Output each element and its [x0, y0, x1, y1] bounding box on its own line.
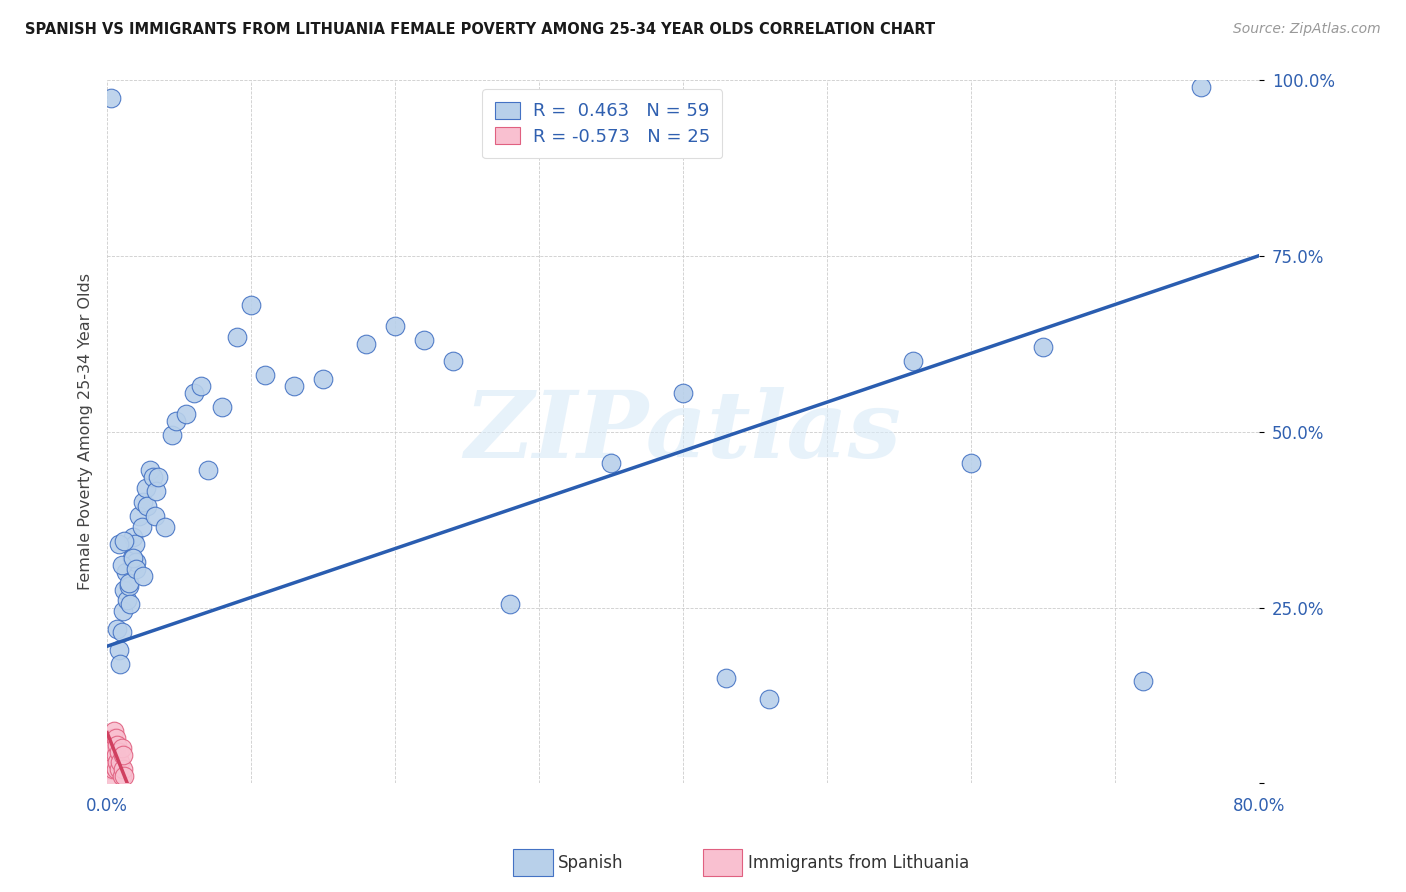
- Point: [153, 519, 176, 533]
- Point: [121, 551, 143, 566]
- Point: [111, 762, 134, 776]
- Point: [901, 354, 924, 368]
- Point: [240, 298, 263, 312]
- Point: [190, 379, 212, 393]
- Legend: R =  0.463   N = 59, R = -0.573   N = 25: R = 0.463 N = 59, R = -0.573 N = 25: [482, 89, 723, 158]
- Point: [124, 537, 146, 551]
- Point: [142, 470, 165, 484]
- Point: [118, 575, 141, 590]
- Point: [104, 731, 127, 745]
- Point: [139, 463, 162, 477]
- Point: [107, 642, 129, 657]
- Point: [254, 368, 277, 383]
- Point: [103, 741, 125, 756]
- Point: [101, 731, 124, 745]
- Text: ZIPatlas: ZIPatlas: [464, 386, 901, 476]
- Point: [104, 762, 127, 776]
- Point: [714, 671, 737, 685]
- Point: [97, 762, 120, 776]
- Point: [108, 756, 131, 770]
- Point: [183, 386, 205, 401]
- Point: [211, 400, 233, 414]
- Point: [112, 769, 135, 783]
- Point: [100, 756, 122, 770]
- Point: [110, 625, 132, 640]
- Point: [136, 499, 159, 513]
- Point: [111, 604, 134, 618]
- Point: [105, 622, 128, 636]
- Point: [107, 762, 129, 776]
- Point: [599, 456, 621, 470]
- Point: [125, 555, 148, 569]
- Point: [110, 769, 132, 783]
- Point: [108, 657, 131, 671]
- Point: [110, 558, 132, 573]
- Point: [117, 593, 139, 607]
- Point: [101, 762, 124, 776]
- Point: [111, 748, 134, 763]
- Point: [384, 319, 406, 334]
- Point: [128, 509, 150, 524]
- Point: [105, 738, 128, 752]
- Point: [225, 329, 247, 343]
- Point: [959, 456, 981, 470]
- Point: [120, 597, 142, 611]
- Point: [122, 551, 145, 566]
- Point: [100, 738, 122, 752]
- Point: [110, 741, 132, 756]
- Point: [412, 333, 434, 347]
- Point: [499, 597, 522, 611]
- Text: Immigrants from Lithuania: Immigrants from Lithuania: [748, 854, 969, 871]
- Point: [112, 582, 135, 597]
- Point: [165, 414, 187, 428]
- Point: [176, 407, 198, 421]
- Text: Spanish: Spanish: [558, 854, 624, 871]
- Point: [758, 692, 780, 706]
- Point: [160, 428, 183, 442]
- Y-axis label: Female Poverty Among 25-34 Year Olds: Female Poverty Among 25-34 Year Olds: [79, 273, 93, 591]
- Point: [441, 354, 464, 368]
- Point: [100, 769, 122, 783]
- Point: [107, 537, 129, 551]
- Point: [1189, 80, 1212, 95]
- Point: [107, 745, 129, 759]
- Point: [1032, 340, 1054, 354]
- Point: [354, 336, 377, 351]
- Point: [112, 533, 135, 548]
- Point: [283, 379, 305, 393]
- Point: [145, 484, 167, 499]
- Point: [104, 748, 127, 763]
- Point: [132, 495, 155, 509]
- Text: SPANISH VS IMMIGRANTS FROM LITHUANIA FEMALE POVERTY AMONG 25-34 YEAR OLDS CORREL: SPANISH VS IMMIGRANTS FROM LITHUANIA FEM…: [25, 22, 935, 37]
- Point: [125, 562, 148, 576]
- Point: [135, 481, 157, 495]
- Point: [118, 579, 141, 593]
- Point: [312, 372, 335, 386]
- Point: [143, 509, 166, 524]
- Point: [103, 758, 125, 772]
- Point: [1132, 674, 1154, 689]
- Point: [98, 762, 121, 776]
- Point: [132, 569, 155, 583]
- Point: [105, 756, 128, 770]
- Point: [197, 463, 219, 477]
- Point: [103, 723, 125, 738]
- Point: [122, 530, 145, 544]
- Point: [98, 745, 121, 759]
- Point: [146, 470, 169, 484]
- Point: [672, 386, 695, 401]
- Point: [131, 519, 153, 533]
- Text: Source: ZipAtlas.com: Source: ZipAtlas.com: [1233, 22, 1381, 37]
- Point: [115, 566, 138, 580]
- Point: [101, 748, 124, 763]
- Point: [100, 90, 122, 104]
